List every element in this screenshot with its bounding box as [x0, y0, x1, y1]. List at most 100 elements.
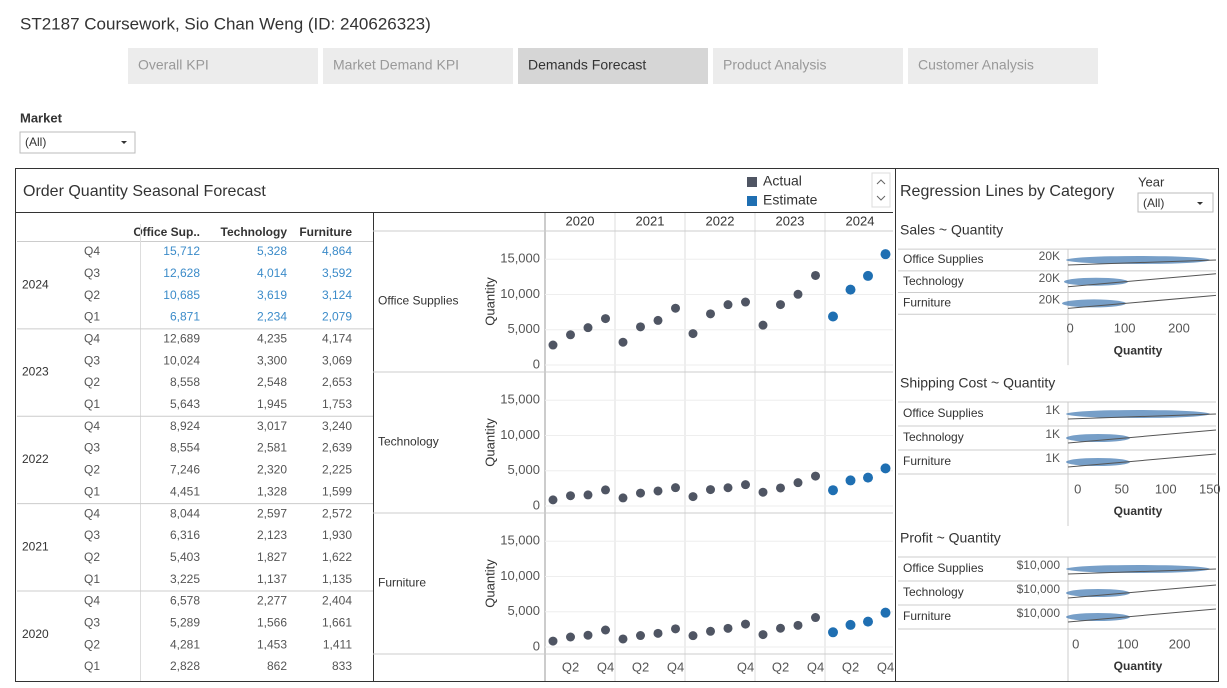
- cell: 3,124: [322, 288, 352, 302]
- actual-point: [776, 483, 785, 493]
- row-label: Technology: [903, 274, 964, 288]
- actual-point: [793, 289, 803, 299]
- cell: 4,014: [257, 266, 287, 280]
- actual-point: [758, 630, 768, 640]
- year-label: 2021: [22, 539, 49, 553]
- year-header: 2022: [706, 213, 735, 228]
- row-label: Technology: [378, 435, 439, 449]
- cell: 6,871: [170, 310, 200, 324]
- frame: [15, 168, 1219, 682]
- regression-line: [1067, 429, 1217, 444]
- tab[interactable]: [713, 48, 903, 84]
- x-tick-label: 100: [1114, 321, 1136, 336]
- filter-value: (All): [25, 135, 46, 149]
- point-cluster: [1064, 277, 1128, 286]
- tab[interactable]: [518, 48, 708, 84]
- row-label: Furniture: [903, 609, 951, 623]
- cell: 12,628: [163, 266, 200, 280]
- year-label: 2022: [22, 452, 49, 466]
- estimate-point: [880, 249, 891, 260]
- cell: 4,864: [322, 244, 352, 258]
- y-tick-label: 1K: [1045, 403, 1060, 417]
- tab[interactable]: [908, 48, 1098, 84]
- actual-point: [811, 471, 820, 481]
- year-header: 2020: [566, 213, 595, 228]
- dropdown-arrow: [1197, 202, 1203, 205]
- year-dropdown[interactable]: [1137, 192, 1214, 213]
- x-tick-label: Q4: [597, 659, 614, 674]
- column-header: Technology: [221, 225, 288, 239]
- regression-line: [1067, 608, 1217, 623]
- actual-point: [583, 323, 593, 333]
- cell: 2,572: [322, 506, 352, 520]
- cell: 862: [267, 659, 287, 673]
- cell: 10,024: [163, 353, 200, 367]
- actual-point: [811, 270, 820, 280]
- regression-line: [1067, 273, 1217, 288]
- y-axis-title: Quantity: [482, 559, 497, 608]
- scroll-arrows: [876, 179, 886, 201]
- tab[interactable]: [323, 48, 513, 84]
- row-label: Furniture: [903, 296, 951, 310]
- x-tick-label: Q4: [877, 659, 894, 674]
- cell: 833: [332, 659, 352, 673]
- cell: 3,619: [257, 288, 287, 302]
- actual-point: [793, 478, 803, 488]
- x-tick-label: 50: [1115, 481, 1129, 496]
- actual-point: [758, 487, 768, 497]
- estimate-point: [828, 311, 838, 322]
- x-tick-label: Q2: [772, 659, 789, 674]
- cell: 1,930: [322, 528, 352, 542]
- cell: 4,281: [170, 637, 200, 651]
- legend-swatch: [747, 196, 757, 206]
- quarter-label: Q4: [84, 594, 100, 608]
- market-dropdown[interactable]: [19, 131, 136, 154]
- cell: 5,643: [170, 397, 200, 411]
- actual-point: [741, 480, 750, 490]
- regression-line: [1067, 568, 1217, 575]
- x-tick-label: 150: [1199, 481, 1221, 496]
- quarter-label: Q1: [84, 572, 100, 586]
- y-tick-label: 0: [533, 638, 540, 653]
- regression-line: [1067, 413, 1217, 420]
- actual-point: [671, 624, 680, 634]
- cell: 2,079: [322, 310, 352, 324]
- row-label: Office Supplies: [378, 294, 459, 308]
- quarter-label: Q2: [84, 375, 100, 389]
- actual-point: [671, 303, 680, 313]
- cell: 5,289: [170, 615, 200, 629]
- x-axis-title: Quantity: [1114, 659, 1163, 673]
- cell: 7,246: [170, 463, 200, 477]
- y-tick-label: 15,000: [500, 533, 540, 548]
- actual-point: [811, 613, 820, 623]
- x-tick-label: Q4: [667, 659, 684, 674]
- estimate-point: [845, 475, 856, 486]
- x-tick-label: 0: [1074, 481, 1081, 496]
- tab-label: Customer Analysis: [918, 57, 1034, 73]
- x-tick-label: 100: [1155, 481, 1177, 496]
- cell: 2,597: [257, 506, 287, 520]
- cell: 12,689: [163, 332, 200, 346]
- cell: 1,566: [257, 615, 287, 629]
- year-label: 2023: [22, 365, 49, 379]
- quarter-label: Q4: [84, 419, 100, 433]
- actual-point: [601, 625, 610, 635]
- actual-point: [671, 483, 680, 493]
- actual-point: [688, 631, 698, 641]
- cell: 1,661: [322, 615, 352, 629]
- y-tick-label: 5,000: [507, 321, 540, 336]
- actual-point: [636, 631, 645, 641]
- point-cluster: [1066, 256, 1210, 264]
- cell: 2,234: [257, 310, 287, 324]
- actual-point: [723, 300, 733, 310]
- cell: 2,277: [257, 594, 287, 608]
- cell: 3,069: [322, 353, 352, 367]
- cell: 1,753: [322, 397, 352, 411]
- tab[interactable]: [128, 48, 318, 84]
- panel-title: Sales ~ Quantity: [900, 222, 1003, 238]
- actual-point: [583, 630, 593, 640]
- actual-point: [706, 309, 715, 319]
- y-tick-label: $10,000: [1017, 582, 1061, 596]
- scroll-control[interactable]: [871, 172, 891, 208]
- year-label: 2024: [22, 277, 49, 291]
